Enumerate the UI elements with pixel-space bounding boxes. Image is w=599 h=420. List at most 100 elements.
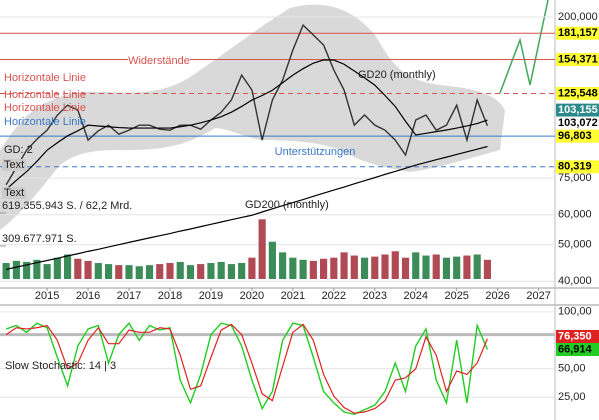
volume-bar xyxy=(166,263,174,279)
annotation: Horizontale Linie xyxy=(4,116,86,128)
annotation: Unterstützungen xyxy=(275,146,356,158)
x-tick-label: 2016 xyxy=(76,290,100,302)
value-box xyxy=(556,160,599,174)
volume-bar xyxy=(258,219,266,279)
volume-bar xyxy=(84,260,92,279)
label-bg xyxy=(128,55,190,68)
volume-bar xyxy=(217,261,225,279)
volume-bar xyxy=(350,255,358,279)
x-tick-label: 2023 xyxy=(363,290,387,302)
x-tick-label: 2027 xyxy=(526,290,550,302)
series-line xyxy=(5,323,488,414)
volume-bar xyxy=(340,252,348,279)
volume-bar xyxy=(463,255,471,279)
volume-bar xyxy=(197,264,205,279)
annotation: Horizontale Linie xyxy=(4,89,86,101)
volume-bar xyxy=(156,264,164,279)
y-tick-label: 40,000 xyxy=(558,275,592,287)
back-layer: 40,000 50,000 60,000 75,000 200,000 2015 2016 2… xyxy=(0,11,598,403)
x-tick-label: 2015 xyxy=(35,290,59,302)
value-box-label: 96,803 xyxy=(558,130,592,142)
x-tick-label: 2022 xyxy=(322,290,346,302)
x-tick-label: 2024 xyxy=(403,290,427,302)
x-tick-label: 2021 xyxy=(281,290,305,302)
volume-bar xyxy=(279,252,287,279)
volume-bar xyxy=(391,251,399,279)
volume-bar xyxy=(94,263,102,279)
y-tick-label: 25,00 xyxy=(558,391,586,403)
volume-bar xyxy=(53,257,61,279)
volume-bar xyxy=(186,265,195,279)
y-tick-label: 200,000 xyxy=(558,11,598,23)
x-tick-label: 2025 xyxy=(444,290,468,302)
projection xyxy=(499,0,549,94)
volume-bar xyxy=(453,256,461,279)
y-tick-label: 50,000 xyxy=(558,239,592,251)
volume-bar xyxy=(176,261,184,279)
value-box-label: 103,072 xyxy=(558,117,598,129)
volume-tick-label: 309.677.971 S. xyxy=(2,233,77,245)
volume-bar xyxy=(319,258,328,279)
x-tick-label: 2019 xyxy=(199,290,223,302)
annotation: Text xyxy=(4,159,24,171)
volume-bar xyxy=(360,257,369,279)
value-box xyxy=(556,116,599,130)
series-label: GD200 (monthly) xyxy=(245,199,329,211)
value-box-label: 154,371 xyxy=(558,53,598,65)
volume-bar xyxy=(238,263,246,279)
volume-bar xyxy=(207,263,215,279)
label-bg xyxy=(2,159,26,171)
value-box xyxy=(556,103,599,117)
front-layer: 181,157 154,371 125,548 103,155103,07296,80… xyxy=(5,23,599,416)
channel xyxy=(0,4,505,230)
y-tick-label: 60,000 xyxy=(558,209,592,221)
series-line xyxy=(5,322,489,416)
annotation: Horizontale Linie xyxy=(4,72,86,84)
volume-bar xyxy=(145,265,154,279)
volume-bar xyxy=(401,257,410,279)
value-box xyxy=(556,26,599,40)
volume-bar xyxy=(432,254,440,279)
volume-bar xyxy=(2,263,10,279)
x-tick-label: 2020 xyxy=(240,290,264,302)
volume-bar xyxy=(330,257,338,279)
volume-bar xyxy=(381,254,389,279)
label-bg xyxy=(2,187,26,199)
value-box xyxy=(556,86,599,100)
y-tick-label: 100,00 xyxy=(558,306,592,318)
volume-bar xyxy=(422,255,430,279)
volume-bar xyxy=(268,241,276,279)
value-box-label: 181,157 xyxy=(558,27,598,39)
value-box xyxy=(556,343,599,357)
value-box-label: 76,350 xyxy=(558,330,592,342)
value-box-label: 103,155 xyxy=(558,104,598,116)
y-tick-label: 50,00 xyxy=(558,363,586,375)
volume-bar xyxy=(248,257,256,279)
volume-bar xyxy=(74,258,82,279)
value-box xyxy=(556,129,599,143)
volume-bar xyxy=(227,264,236,279)
x-tick-label: 2018 xyxy=(158,290,182,302)
x-tick-label: 2026 xyxy=(485,290,509,302)
series-line xyxy=(6,145,488,271)
series-line xyxy=(5,59,488,190)
annotation: Horizontale Linie xyxy=(4,102,86,114)
volume-bar xyxy=(115,265,123,279)
series-line xyxy=(5,23,489,186)
volume-bar xyxy=(309,260,317,279)
volume-bar xyxy=(23,261,31,279)
annotation: GD: 2 xyxy=(4,144,33,156)
volume-bar xyxy=(43,264,51,279)
volume-bar xyxy=(12,260,20,279)
value-box-label: 125,548 xyxy=(558,87,598,99)
value-box xyxy=(556,330,599,344)
annotation: Widerstände xyxy=(128,55,190,67)
value-box xyxy=(556,53,599,67)
volume-bar xyxy=(299,259,307,279)
volume-bar xyxy=(125,265,133,279)
series-label: GD20 (monthly) xyxy=(358,69,436,81)
volume-bar xyxy=(289,257,297,279)
y-tick-label: 75,000 xyxy=(558,172,592,184)
value-box-label: 66,914 xyxy=(558,343,593,355)
